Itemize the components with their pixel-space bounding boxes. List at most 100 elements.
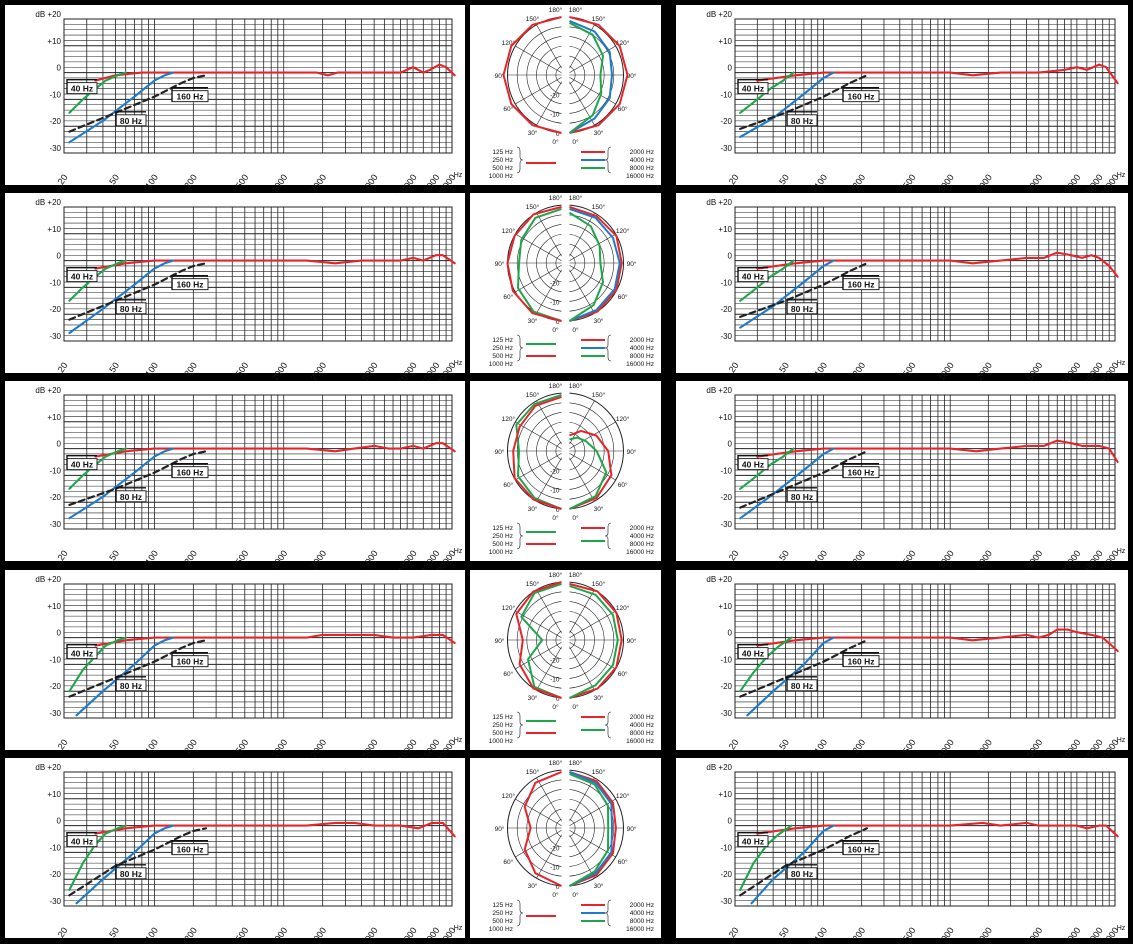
db-tick-label: 0 — [728, 817, 733, 826]
polar-ring-label: -20 — [550, 280, 560, 287]
polar-ring-label: -20 — [550, 845, 560, 852]
polar-angle-label: 150° — [526, 768, 540, 776]
db-tick-label: 0 — [57, 629, 62, 638]
polar-angle-label: 120° — [502, 415, 516, 423]
db-tick-label: -20 — [720, 682, 732, 691]
db-tick-label: +10 — [47, 225, 61, 234]
legend-left-label: 250 Hz — [492, 157, 513, 164]
freq-unit-label: Hz — [454, 925, 463, 932]
legend-left-label: 1000 Hz — [489, 738, 513, 745]
cutoff-text: 80 Hz — [791, 681, 813, 691]
polar-angle-label: 180° — [549, 382, 563, 390]
db-tick-label: 0 — [57, 64, 62, 73]
db-tick-label: +10 — [47, 602, 61, 611]
freq-unit-label: Hz — [1117, 548, 1126, 555]
polar-angle-label: 30° — [594, 317, 604, 325]
polar-ring-label: -20 — [550, 468, 560, 475]
db-tick-label: -20 — [720, 870, 732, 879]
db-tick-label: -10 — [720, 655, 732, 664]
polar-angle-label: 90° — [627, 637, 637, 645]
polar-angle-label: 150° — [526, 580, 540, 588]
cutoff-text: 80 Hz — [791, 492, 813, 502]
polar-center-slot — [562, 383, 570, 519]
db-tick-label: 0 — [728, 629, 733, 638]
cutoff-text: 80 Hz — [791, 116, 813, 126]
freq-unit-label: Hz — [454, 360, 463, 367]
polar-angle-label: 30° — [594, 129, 604, 137]
db-tick-label: -10 — [720, 843, 732, 852]
frequency-response-6: dB +20+100-10-20-3020 50 100 200 500 1000 2000… — [5, 381, 465, 575]
polar-angle-label: 60° — [618, 858, 628, 866]
legend-left-label: 250 Hz — [492, 722, 513, 729]
legend-right-label: 2000 Hz — [630, 902, 654, 909]
polar-angle-label: 90° — [627, 825, 637, 833]
polar-angle-label: 60° — [503, 481, 513, 489]
cutoff-text: 160 Hz — [177, 468, 204, 478]
frequency-panel-bg — [676, 193, 1128, 373]
frequency-panel-bg — [676, 5, 1128, 185]
polar-angle-label: 0° — [552, 891, 559, 899]
db-tick-label: -10 — [49, 466, 61, 475]
polar-angle-label: 180° — [569, 759, 583, 767]
legend-right-label: 8000 Hz — [630, 541, 654, 548]
db-tick-label: -20 — [49, 493, 61, 502]
polar-angle-label: 180° — [569, 194, 583, 202]
db-tick-label: -30 — [49, 332, 61, 341]
freq-unit-label: Hz — [1117, 925, 1126, 932]
cutoff-text: 80 Hz — [120, 869, 142, 879]
frequency-response-5: dB +20+100-10-20-3020 50 100 200 500 1000 2000… — [676, 193, 1128, 387]
polar-angle-label: 0° — [552, 703, 559, 711]
legend-left-label: 500 Hz — [492, 541, 513, 548]
polar-angle-label: 60° — [618, 105, 628, 113]
frequency-panel-bg — [5, 193, 465, 373]
db-tick-label: dB +20 — [35, 10, 61, 19]
legend-right-label: 2000 Hz — [630, 149, 654, 156]
legend-left-label: 1000 Hz — [489, 173, 513, 180]
legend-right-label: 8000 Hz — [630, 353, 654, 360]
cutoff-text: 160 Hz — [848, 845, 875, 855]
db-tick-label: dB +20 — [35, 386, 61, 395]
polar-ring-label: -20 — [550, 92, 560, 99]
cutoff-text: 160 Hz — [177, 280, 204, 290]
legend-right-label: 2000 Hz — [630, 337, 654, 344]
db-tick-label: dB +20 — [706, 763, 732, 772]
db-tick-label: 0 — [57, 440, 62, 449]
legend-left-label: 500 Hz — [492, 918, 513, 925]
polar-angle-label: 150° — [592, 203, 606, 211]
legend-left-label: 125 Hz — [492, 714, 513, 721]
polar-center-slot — [562, 7, 570, 143]
cutoff-text: 40 Hz — [742, 272, 764, 282]
legend-right-label: 16000 Hz — [626, 926, 654, 933]
polar-angle-label: 120° — [616, 792, 630, 800]
cutoff-text: 80 Hz — [120, 116, 142, 126]
legend-right-label: 8000 Hz — [630, 730, 654, 737]
polar-angle-label: 150° — [592, 768, 606, 776]
polar-angle-label: 0° — [572, 138, 579, 146]
db-tick-label: -20 — [49, 870, 61, 879]
cutoff-text: 160 Hz — [177, 657, 204, 667]
db-tick-label: dB +20 — [35, 575, 61, 584]
cutoff-text: 160 Hz — [848, 468, 875, 478]
db-tick-label: -20 — [720, 117, 732, 126]
cutoff-text: 40 Hz — [71, 649, 93, 659]
polar-pattern-7: 0° 0°30° 30°60° 60°90° 90°120° 120°150° 150°18… — [470, 381, 661, 561]
polar-angle-label: 180° — [549, 759, 563, 767]
cutoff-text: 80 Hz — [791, 869, 813, 879]
polar-pattern-4: 0° 0°30° 30°60° 60°90° 90°120° 120°150° 150°18… — [470, 193, 661, 373]
legend-left-label: 1000 Hz — [489, 926, 513, 933]
legend-right-label: 2000 Hz — [630, 714, 654, 721]
db-tick-label: +10 — [47, 37, 61, 46]
cutoff-text: 80 Hz — [120, 492, 142, 502]
freq-unit-label: Hz — [454, 548, 463, 555]
polar-angle-label: 30° — [528, 317, 538, 325]
legend-left-label: 500 Hz — [492, 165, 513, 172]
db-tick-label: +10 — [47, 413, 61, 422]
cutoff-text: 40 Hz — [742, 84, 764, 94]
db-tick-label: -30 — [720, 897, 732, 906]
polar-center-slot — [562, 195, 570, 331]
db-tick-label: -20 — [720, 305, 732, 314]
polar-angle-label: 90° — [495, 825, 505, 833]
polar-angle-label: 60° — [503, 858, 513, 866]
